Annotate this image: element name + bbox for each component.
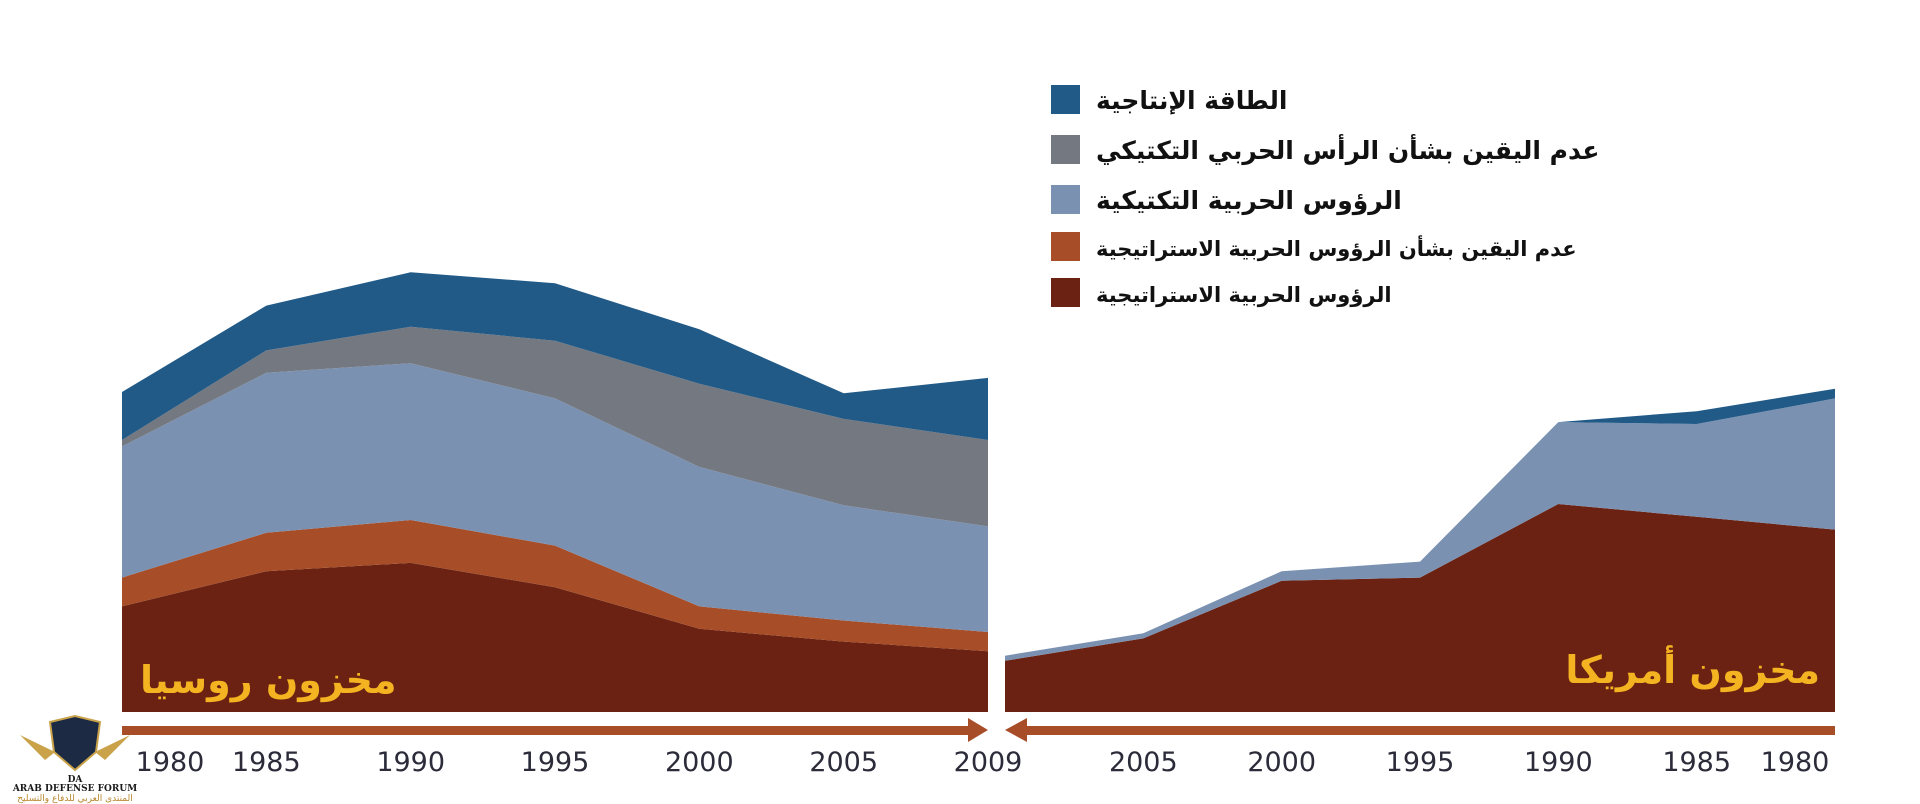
legend-swatch-4 (1051, 278, 1080, 307)
russia-tick-label: 1985 (232, 747, 301, 778)
russia-area-4 (122, 272, 988, 440)
logo-arabic-text: المنتدى العربي للدفاع والتسليح (17, 794, 132, 804)
usa-tick-label: 1990 (1524, 747, 1593, 778)
russia-area-3 (122, 326, 988, 527)
usa-tick-label: 2000 (1247, 747, 1316, 778)
usa-x-axis-ticks: 2005 2000 1995 1990 1985 1980 (1109, 747, 1829, 778)
usa-area-1 (1005, 398, 1835, 661)
usa-tick-label: 2005 (1109, 747, 1178, 778)
russia-tick-label: 2000 (665, 747, 734, 778)
usa-tick-label: 1995 (1386, 747, 1455, 778)
usa-area-series (1005, 388, 1835, 712)
russia-arrow-shaft (122, 726, 972, 735)
russia-area-2 (122, 363, 988, 632)
russia-tick-label: 2005 (809, 747, 878, 778)
russia-tick-label: 2009 (954, 747, 1023, 778)
usa-tick-label: 1980 (1761, 747, 1830, 778)
legend-swatch-0 (1051, 85, 1080, 114)
logo-english-text: ARAB DEFENSE FORUM (12, 784, 137, 794)
russia-area-series (122, 272, 988, 712)
timeline-arrows (122, 718, 1835, 742)
legend-label-1: عدم اليقين بشأن الرأس الحربي التكتيكي (1096, 134, 1600, 166)
russia-x-axis-ticks: 1980 1985 1990 1995 2000 2005 2009 (136, 747, 1023, 778)
russia-tick-label: 1990 (376, 747, 445, 778)
legend-swatch-2 (1051, 185, 1080, 214)
legend: الطاقة الإنتاجية عدم اليقين بشأن الرأس ال… (1051, 85, 1600, 307)
legend-swatch-1 (1051, 135, 1080, 164)
legend-label-2: الرؤوس الحربية التكتيكية (1096, 186, 1402, 216)
usa-arrow-shaft (1023, 726, 1835, 735)
russia-arrow-head (968, 718, 988, 742)
legend-swatch-3 (1051, 232, 1080, 261)
logo-mark-text: DA (68, 775, 84, 785)
usa-arrow-head (1005, 718, 1027, 742)
legend-label-0: الطاقة الإنتاجية (1096, 86, 1287, 115)
legend-label-4: الرؤوس الحربية الاستراتيجية (1096, 283, 1392, 307)
russia-panel-title: مخزون روسيا (140, 658, 396, 703)
russia-area-0 (122, 562, 988, 712)
legend-label-3: عدم اليقين بشأن الرؤوس الحربية الاستراتي… (1096, 234, 1577, 261)
russia-area-1 (122, 520, 988, 652)
russia-tick-label: 1995 (521, 747, 590, 778)
usa-tick-label: 1985 (1662, 747, 1731, 778)
usa-area-0 (1005, 504, 1835, 712)
russia-tick-label: 1980 (136, 747, 205, 778)
usa-panel-title: مخزون أمريكا (1565, 645, 1820, 693)
arab-defense-forum-logo: DA ARAB DEFENSE FORUM المنتدى العربي للد… (12, 714, 137, 804)
